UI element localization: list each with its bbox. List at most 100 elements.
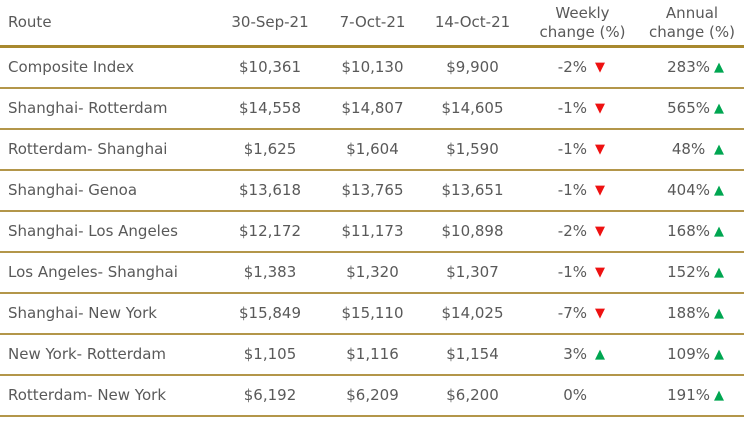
annual-change-cell: 48% ▲	[640, 140, 744, 159]
rate-cell: $13,765	[341, 181, 404, 199]
annual-change-value: 109%	[667, 345, 710, 363]
change-direction-icon: ▲	[714, 183, 724, 198]
weekly-change-cell: -7% ▼	[525, 304, 640, 323]
table-row: New York- Rotterdam $1,105 $1,116 $1,154…	[0, 335, 744, 376]
change-direction-icon: ▼	[595, 183, 605, 198]
weekly-change-value: -2%	[557, 58, 587, 76]
rate-cell: $10,361	[238, 58, 302, 76]
rate-cell: $10,898	[441, 222, 504, 240]
change-direction-icon: ▼	[595, 60, 605, 75]
rate-cell: $13,618	[238, 181, 302, 199]
table-row: Shanghai- Genoa $13,618 $13,765 $13,651 …	[0, 171, 744, 212]
rate-cell: $14,605	[441, 99, 504, 117]
rate-cell: $14,558	[238, 99, 302, 117]
change-direction-icon: ▼	[595, 224, 605, 239]
annual-change-value: 48%	[671, 140, 710, 158]
annual-change-value: 565%	[667, 99, 710, 117]
route-cell: Shanghai- Los Angeles	[8, 222, 178, 240]
annual-change-value: 404%	[667, 181, 710, 199]
table-row: Composite Index $10,361 $10,130 $9,900 -…	[0, 48, 744, 89]
change-direction-icon: ▲	[714, 265, 724, 280]
annual-change-label-line2: change (%)	[649, 22, 735, 41]
rate-cell: $15,849	[238, 304, 302, 322]
annual-change-cell: 404% ▲	[640, 181, 744, 200]
rate-cell: $11,173	[341, 222, 404, 240]
rate-cell: $1,105	[243, 345, 297, 363]
column-header-route: Route	[8, 13, 52, 31]
table-row: Shanghai- New York $15,849 $15,110 $14,0…	[0, 294, 744, 335]
weekly-change-label-line2: change (%)	[539, 22, 626, 41]
change-direction-icon: ▲	[714, 224, 724, 239]
rate-cell: $1,154	[446, 345, 499, 363]
change-direction-icon: ▲	[714, 306, 724, 321]
annual-change-value: 152%	[667, 263, 710, 281]
weekly-change-cell: -1% ▼	[525, 263, 640, 282]
table-row: Rotterdam- New York $6,192 $6,209 $6,200…	[0, 376, 744, 417]
change-direction-icon: ▲	[714, 60, 724, 75]
weekly-change-cell: -1% ▼	[525, 140, 640, 159]
weekly-change-cell: -1% ▼	[525, 99, 640, 118]
annual-change-cell: 188% ▲	[640, 304, 744, 323]
table-row: Shanghai- Rotterdam $14,558 $14,807 $14,…	[0, 89, 744, 130]
weekly-change-value: -1%	[557, 99, 587, 117]
rate-cell: $1,604	[346, 140, 399, 158]
rate-cell: $1,383	[243, 263, 297, 281]
change-direction-icon: ▲	[714, 388, 724, 403]
rate-cell: $6,209	[346, 386, 399, 404]
weekly-change-cell: 0%	[525, 386, 640, 405]
rate-cell: $1,320	[346, 263, 399, 281]
annual-change-cell: 168% ▲	[640, 222, 744, 241]
annual-change-cell: 565% ▲	[640, 99, 744, 118]
column-header-weekly-change: Weekly change (%)	[525, 4, 640, 42]
route-cell: Composite Index	[8, 58, 135, 76]
annual-change-value: 191%	[667, 386, 710, 404]
rate-cell: $15,110	[341, 304, 404, 322]
rate-cell: $9,900	[446, 58, 499, 76]
weekly-change-label-line1: Weekly	[555, 3, 610, 22]
route-cell: Rotterdam- New York	[8, 386, 167, 404]
weekly-change-cell: -2% ▼	[525, 222, 640, 241]
annual-change-cell: 152% ▲	[640, 263, 744, 282]
change-direction-icon: ▲	[714, 142, 724, 157]
rate-cell: $14,025	[441, 304, 504, 322]
weekly-change-value: 3%	[563, 345, 587, 363]
rate-cell: $1,625	[243, 140, 297, 158]
weekly-change-value: -7%	[557, 304, 587, 322]
route-cell: Shanghai- New York	[8, 304, 157, 322]
rate-cell: $10,130	[341, 58, 404, 76]
change-direction-icon: ▲	[714, 347, 724, 362]
column-header-date-3: 14-Oct-21	[434, 13, 511, 31]
annual-change-value: 283%	[667, 58, 710, 76]
change-direction-icon: ▼	[595, 265, 605, 280]
weekly-change-value: -1%	[557, 263, 587, 281]
annual-change-cell: 283% ▲	[640, 58, 744, 77]
route-cell: New York- Rotterdam	[8, 345, 167, 363]
route-cell: Los Angeles- Shanghai	[8, 263, 178, 281]
change-direction-icon: ▲	[595, 347, 605, 362]
table-row: Rotterdam- Shanghai $1,625 $1,604 $1,590…	[0, 130, 744, 171]
weekly-change-cell: 3% ▲	[525, 345, 640, 364]
rate-cell: $6,192	[243, 386, 297, 404]
annual-change-cell: 109% ▲	[640, 345, 744, 364]
weekly-change-value: 0%	[563, 386, 587, 404]
column-header-date-2: 7-Oct-21	[339, 13, 406, 31]
change-direction-icon: ▼	[595, 101, 605, 116]
table-row: Shanghai- Los Angeles $12,172 $11,173 $1…	[0, 212, 744, 253]
weekly-change-cell: -2% ▼	[525, 58, 640, 77]
rate-cell: $1,590	[446, 140, 499, 158]
column-header-date-1: 30-Sep-21	[231, 13, 309, 31]
rate-cell: $12,172	[238, 222, 302, 240]
rate-cell: $1,307	[446, 263, 499, 281]
rate-cell: $14,807	[341, 99, 404, 117]
change-direction-icon: ▼	[595, 142, 605, 157]
rate-cell: $13,651	[441, 181, 504, 199]
change-direction-icon: ▼	[595, 306, 605, 321]
route-cell: Rotterdam- Shanghai	[8, 140, 168, 158]
table-row: Los Angeles- Shanghai $1,383 $1,320 $1,3…	[0, 253, 744, 294]
weekly-change-value: -2%	[557, 222, 587, 240]
rate-cell: $6,200	[446, 386, 499, 404]
annual-change-value: 188%	[667, 304, 710, 322]
annual-change-label-line1: Annual	[665, 3, 719, 22]
rate-cell: $1,116	[346, 345, 399, 363]
